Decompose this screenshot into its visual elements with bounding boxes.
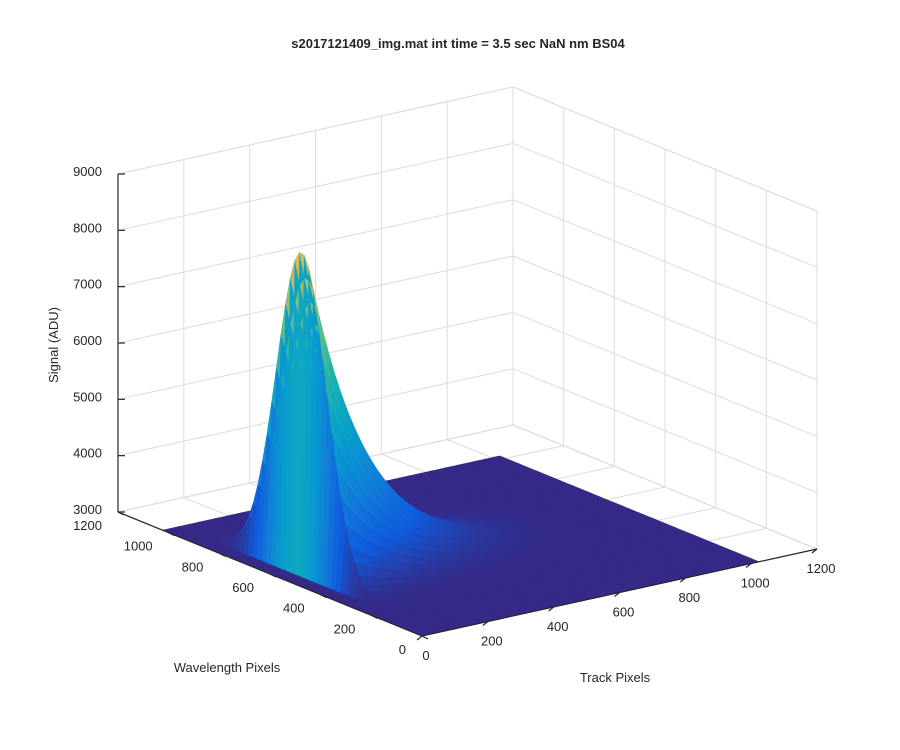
x-tick-label: 800 [678,590,700,605]
z-tick-label: 9000 [73,164,102,179]
box-edge [117,86,514,175]
grid-line [512,199,818,325]
y-tick-label: 1000 [124,539,153,554]
y-axis-label: Wavelength Pixels [174,660,281,675]
y-tick-label: 200 [334,621,356,636]
grid-line [117,199,514,288]
y-tick-label: 0 [399,642,406,657]
grid-line [512,142,818,268]
z-tick-label: 7000 [73,277,102,292]
z-axis-label: Signal (ADU) [46,307,61,383]
x-tick-label: 1000 [741,576,770,591]
x-tick-label: 200 [481,634,503,649]
chart-title: s2017121409_img.mat int time = 3.5 sec N… [291,36,625,51]
x-tick-label: 0 [422,648,429,663]
y-tick-label: 800 [182,559,204,574]
x-tick-label: 600 [613,605,635,620]
z-tick-label: 3000 [73,502,102,517]
z-tick-label: 4000 [73,446,102,461]
grid-line [117,142,514,231]
y-tick [421,635,429,640]
grid-line [512,255,818,381]
y-tick-label: 400 [283,601,305,616]
box-edge [512,424,818,550]
y-tick-label: 1200 [73,518,102,533]
x-tick-label: 1200 [807,561,836,576]
x-axis-label: Track Pixels [580,670,651,685]
box-edge [512,86,818,212]
x-tick-label: 400 [547,619,569,634]
z-tick-label: 5000 [73,389,102,404]
grid-line [512,311,818,437]
surface-layer [161,251,760,637]
x-tick [416,635,423,641]
grid-line [512,368,818,494]
z-tick-label: 6000 [73,333,102,348]
z-tick-label: 8000 [73,220,102,235]
y-tick-label: 600 [232,580,254,595]
